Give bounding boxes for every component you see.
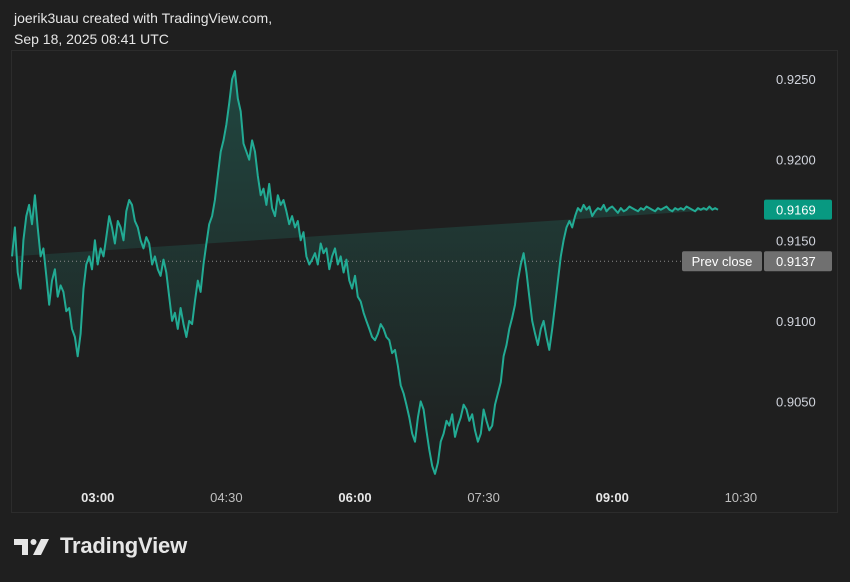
price-area xyxy=(12,71,718,474)
x-tick-label: 10:30 xyxy=(725,490,758,505)
tradingview-logo-icon xyxy=(14,539,49,555)
x-tick-label: 07:30 xyxy=(467,490,500,505)
price-line-layer xyxy=(11,70,719,475)
last-price-label: 0.9169 xyxy=(776,203,816,218)
last-price-badge xyxy=(764,199,832,220)
chart-attribution: joerik3uau created with TradingView.com,… xyxy=(14,8,272,50)
y-tick-label: 0.9050 xyxy=(776,394,816,409)
x-tick-label: 06:00 xyxy=(338,490,371,505)
prev-close-value: 0.9137 xyxy=(776,254,816,269)
prev-close-badge xyxy=(682,251,762,272)
y-tick-label: 0.9250 xyxy=(776,72,816,87)
area-fill-layer xyxy=(12,71,718,474)
chart-frame xyxy=(11,50,838,513)
price-badges: 0.9169 Prev close 0.9137 xyxy=(682,199,832,272)
y-tick-label: 0.9200 xyxy=(776,153,816,168)
tradingview-logo[interactable]: TradingView xyxy=(14,533,187,559)
y-tick-label: 0.9100 xyxy=(776,314,816,329)
timestamp-line: Sep 18, 2025 08:41 UTC xyxy=(14,31,169,47)
x-tick-label: 09:00 xyxy=(596,490,629,505)
x-tick-label: 03:00 xyxy=(81,490,114,505)
x-axis: 03:00 04:30 06:00 07:30 09:00 10:30 xyxy=(81,490,757,505)
y-axis: 0.9250 0.9200 0.9150 0.9100 0.9050 xyxy=(776,72,816,409)
brand-name: TradingView xyxy=(60,533,187,558)
prev-close-label: Prev close xyxy=(692,254,753,269)
y-tick-label: 0.9150 xyxy=(776,233,816,248)
price-line xyxy=(11,70,719,475)
x-tick-label: 04:30 xyxy=(210,490,243,505)
attribution-line: joerik3uau created with TradingView.com, xyxy=(14,10,273,26)
prev-close-value-badge xyxy=(764,251,832,272)
